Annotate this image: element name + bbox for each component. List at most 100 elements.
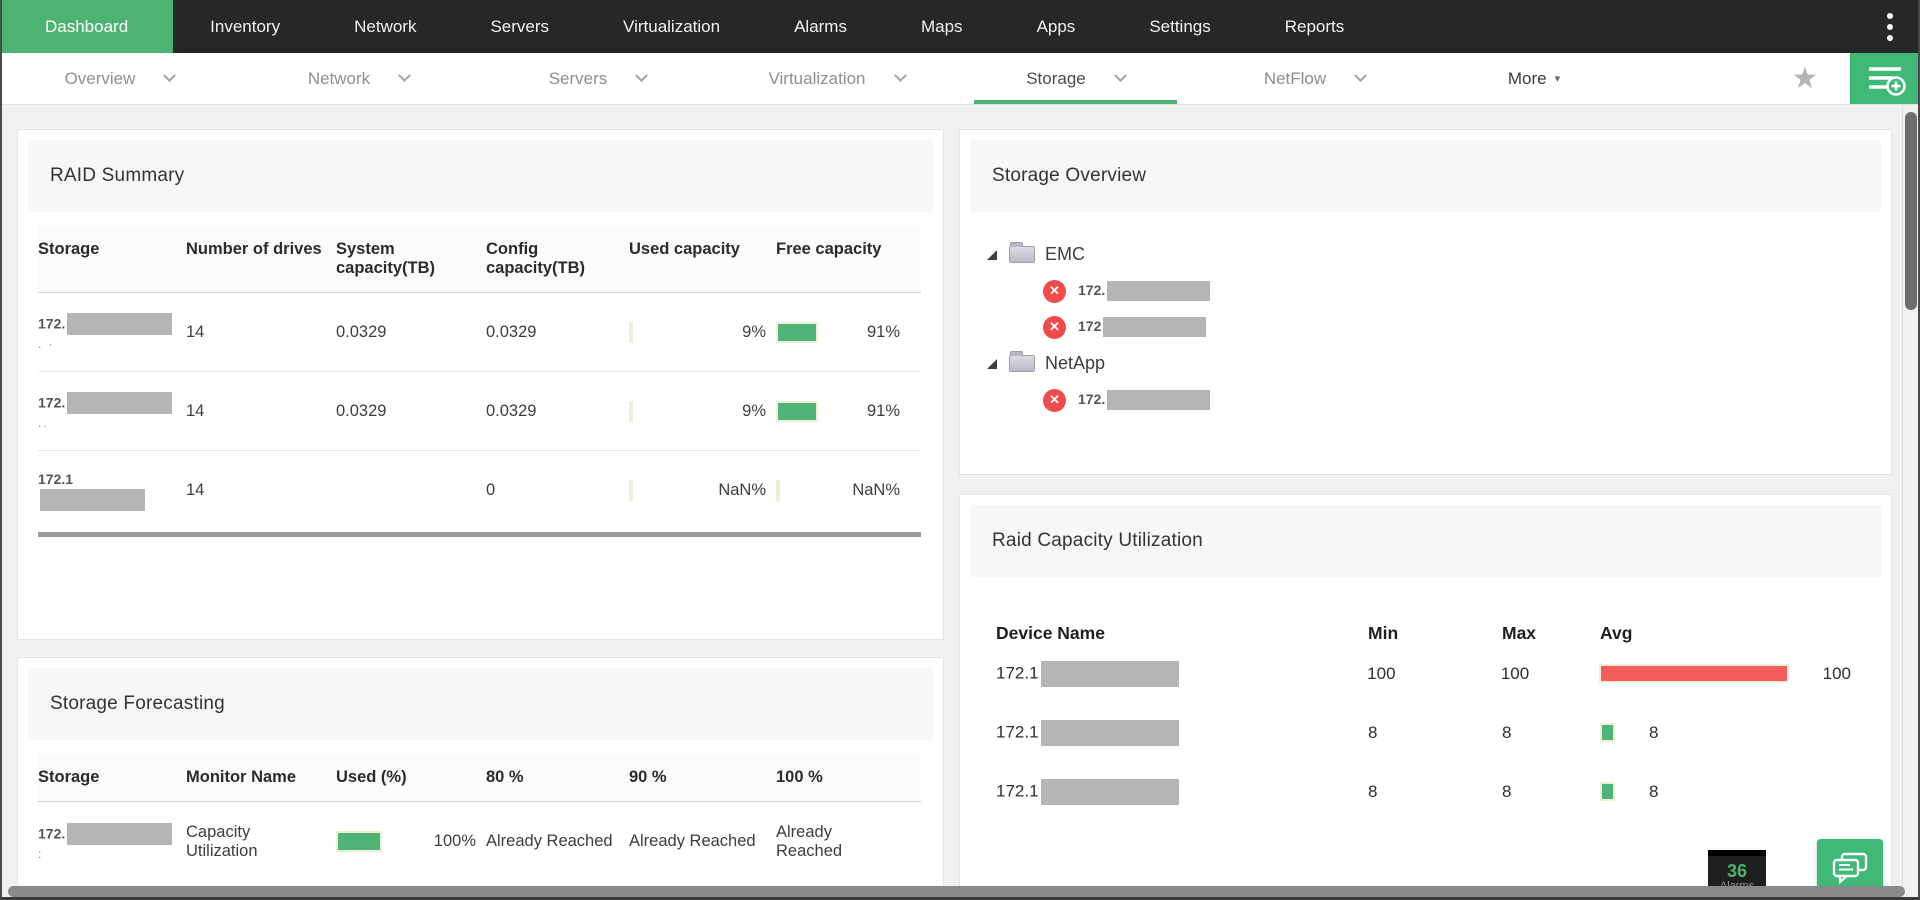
tab-more[interactable]: More ▾: [1434, 53, 1634, 104]
system-capacity-cell: 0.0329: [336, 401, 387, 420]
tab-storage[interactable]: Storage: [956, 53, 1195, 104]
chevron-down-icon: [1354, 69, 1368, 83]
tree-caret-icon[interactable]: [987, 358, 997, 369]
capacity-bar-cell: NaN%: [629, 480, 776, 501]
config-capacity-cell: 0.0329: [486, 401, 537, 420]
vertical-scrollbar-thumb[interactable]: [1905, 112, 1917, 310]
capacity-value: 100%: [433, 832, 476, 850]
error-status-icon: ✕: [1043, 315, 1066, 339]
chevron-down-icon: [163, 69, 177, 83]
redacted-text: [67, 313, 173, 335]
chevron-down-icon: [893, 69, 907, 83]
avg-bar-cell: 8: [1600, 723, 1851, 743]
min-cell: 8: [1368, 781, 1378, 801]
avg-bar-cell: 8: [1600, 782, 1851, 802]
kebab-menu-icon[interactable]: [1860, 0, 1920, 53]
redacted-text: [1040, 660, 1179, 687]
ip-prefix: 172.: [1078, 282, 1106, 299]
col-header-monitor-name[interactable]: Monitor Name: [186, 768, 297, 786]
col-header-storage[interactable]: Storage: [38, 768, 100, 786]
max-cell: 100: [1500, 663, 1530, 683]
capacity-bar-cell: 9%: [629, 321, 776, 343]
raid-capacity-title: Raid Capacity Utilization: [970, 505, 1881, 577]
col-header-avg[interactable]: Avg: [1600, 623, 1633, 643]
table-row: 172. . · 14 0.0329 0.0329 9% 91%: [38, 293, 921, 372]
ip-prefix: 172.1: [38, 471, 74, 487]
tab-label: Network: [307, 68, 371, 88]
tree-device-item[interactable]: ✕ 172: [1043, 309, 1891, 345]
topnav-item-reports[interactable]: Reports: [1284, 16, 1345, 36]
tab-servers[interactable]: Servers: [478, 53, 717, 104]
col-header-system-capacity-tb[interactable]: System capacity(TB): [336, 240, 436, 277]
chevron-down-icon: ▾: [1554, 73, 1561, 85]
drives-cell: 14: [186, 322, 205, 341]
folder-icon: [1009, 351, 1035, 372]
topnav-item-servers[interactable]: Servers: [490, 16, 550, 36]
col-header-device-name[interactable]: Device Name: [996, 623, 1105, 643]
table-row: 172... 14 0.0329 0.0329 9% 91%: [38, 372, 921, 451]
avg-bar-cell: 100: [1598, 664, 1851, 684]
capacity-value: NaN%: [718, 481, 766, 499]
col-header-min[interactable]: Min: [1368, 623, 1399, 643]
min-cell: 8: [1368, 722, 1378, 742]
col-header-used[interactable]: Used (%): [336, 768, 407, 786]
vertical-scrollbar[interactable]: [1902, 105, 1920, 900]
tab-netflow[interactable]: NetFlow: [1195, 53, 1434, 104]
col-header-90[interactable]: 90 %: [629, 768, 667, 786]
table-row: 172.1 14 0 NaN% NaN%: [38, 451, 921, 530]
storage-name-cell: 172...: [38, 392, 186, 430]
tree-device-item[interactable]: ✕ 172.: [1043, 382, 1891, 418]
topnav-item-alarms[interactable]: Alarms: [794, 16, 847, 36]
tree-group-emc[interactable]: EMC: [987, 236, 1891, 273]
device-name-cell: 172.1: [996, 660, 1367, 687]
capacity-bar-cell: 100%: [336, 831, 486, 852]
device-label: 172.: [1078, 390, 1211, 410]
col-header-100[interactable]: 100 %: [776, 768, 823, 786]
col-header-config-capacity-tb[interactable]: Config capacity(TB): [486, 240, 586, 277]
topnav-item-virtualization[interactable]: Virtualization: [623, 16, 721, 36]
topnav-item-dashboard[interactable]: Dashboard: [0, 0, 174, 53]
topnav-item-inventory[interactable]: Inventory: [210, 16, 281, 36]
capacity-bar-cell: 91%: [776, 400, 910, 422]
capacity-value: NaN%: [852, 481, 900, 499]
monitor-name-cell: Capacity Utilization: [186, 822, 258, 860]
storage-name-cell: 172.1: [38, 470, 186, 511]
ip-prefix: 172.: [1078, 391, 1106, 408]
topnav-item-settings[interactable]: Settings: [1149, 16, 1211, 36]
col-header-number-of-drives[interactable]: Number of drives: [186, 240, 322, 258]
capacity-bar-cell: 91%: [776, 321, 910, 343]
device-label: 172.: [1078, 281, 1211, 301]
topnav-item-network[interactable]: Network: [354, 16, 417, 36]
add-dashboard-button[interactable]: [1850, 53, 1920, 104]
tree-group-netapp[interactable]: NetApp: [987, 345, 1891, 382]
storage-overview-panel: Storage Overview EMC ✕ 172. ✕ 172 NetApp ✕ 172.: [959, 129, 1892, 475]
device-name-cell: 172.1: [996, 778, 1368, 805]
favorite-star-icon[interactable]: ★: [1791, 62, 1819, 95]
col-header-80[interactable]: 80 %: [486, 768, 524, 786]
table-row: 172.1 8 8 8: [996, 703, 1851, 762]
storage-overview-title: Storage Overview: [970, 140, 1881, 212]
table-scrollbar[interactable]: [38, 532, 921, 537]
redacted-text: [1040, 778, 1179, 805]
config-capacity-cell: 0.0329: [486, 322, 537, 341]
folder-icon: [1009, 242, 1035, 263]
tab-overview[interactable]: Overview: [0, 53, 239, 104]
tab-label: NetFlow: [1263, 68, 1327, 88]
storage-name-cell: 172.:: [38, 822, 186, 861]
col-header-used-capacity[interactable]: Used capacity: [629, 240, 740, 258]
capacity-value: 91%: [866, 401, 900, 420]
tree-caret-icon[interactable]: [987, 249, 997, 260]
chevron-down-icon: [1113, 69, 1127, 83]
topnav-item-apps[interactable]: Apps: [1036, 16, 1076, 36]
col-header-storage[interactable]: Storage: [38, 240, 100, 258]
topnav-item-maps[interactable]: Maps: [920, 16, 963, 36]
tree-device-item[interactable]: ✕ 172.: [1043, 273, 1891, 309]
col-header-free-capacity[interactable]: Free capacity: [776, 240, 882, 258]
col-header-max[interactable]: Max: [1502, 623, 1537, 643]
tab-virtualization[interactable]: Virtualization: [717, 53, 956, 104]
add-dashboard-icon: [1869, 66, 1906, 96]
horizontal-scrollbar-thumb[interactable]: [8, 886, 1905, 897]
tab-network[interactable]: Network: [239, 53, 478, 104]
raid-summary-title: RAID Summary: [28, 140, 933, 212]
device-label: 172: [1078, 317, 1207, 337]
